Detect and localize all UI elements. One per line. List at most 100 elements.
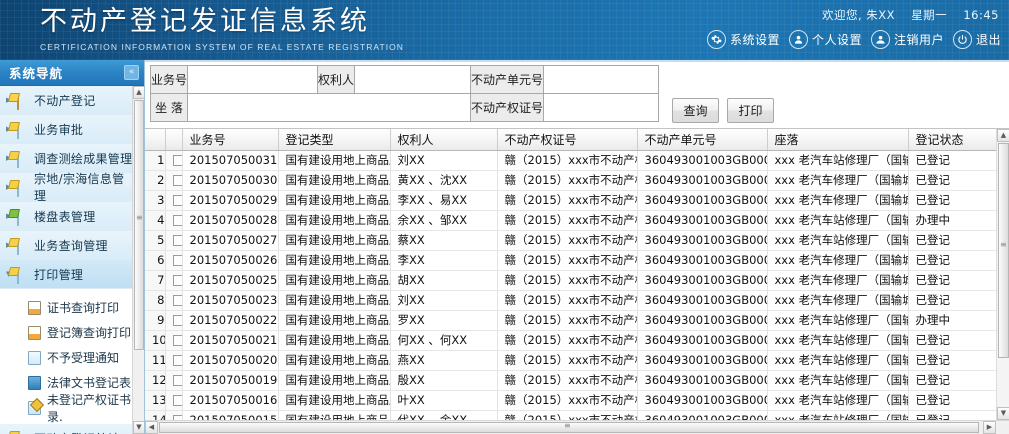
sidebar-item-business-approval[interactable]: ▶ 业务审批 bbox=[0, 115, 133, 144]
row-checkbox-cell[interactable] bbox=[165, 210, 183, 231]
row-checkbox-cell[interactable] bbox=[165, 310, 183, 331]
row-checkbox[interactable] bbox=[172, 235, 181, 246]
select-all-header[interactable] bbox=[165, 129, 183, 151]
column-header-cert-no[interactable]: 不动产权证号 bbox=[497, 129, 638, 151]
scroll-right-icon[interactable]: ▶ bbox=[983, 421, 996, 434]
estate-unit-no-input[interactable] bbox=[544, 66, 659, 93]
query-button[interactable]: 查询 bbox=[672, 98, 720, 123]
sidebar-scrollbar[interactable]: ▲ ▼ bbox=[132, 86, 144, 434]
sidebar-item-real-estate-registration[interactable]: ▶ 不动产登记 bbox=[0, 86, 133, 115]
column-header-reg-type[interactable]: 登记类型 bbox=[278, 129, 391, 151]
row-checkbox[interactable] bbox=[172, 175, 181, 186]
table-row[interactable]: 10 201507050021国有建设用地上商品房买...何XX 、何XX赣（20… bbox=[145, 330, 996, 351]
row-checkbox[interactable] bbox=[172, 215, 181, 226]
row-checkbox[interactable] bbox=[172, 375, 181, 386]
column-header-unit-no[interactable]: 不动产单元号 bbox=[637, 129, 768, 151]
scroll-up-icon[interactable]: ▲ bbox=[997, 129, 1009, 142]
sidebar-submenu-print-management: 证书查询打印 登记簿查询打印 不予受理通知 法律文书登记表 bbox=[0, 289, 133, 424]
welcome-row: 欢迎您, 朱XX 星期一 16:45 bbox=[822, 7, 999, 23]
row-checkbox-cell[interactable] bbox=[165, 190, 183, 211]
cell-cert-no: 赣（2015）xxx市不动产权... bbox=[497, 290, 638, 311]
row-checkbox[interactable] bbox=[172, 355, 181, 366]
table-row[interactable]: 12 201507050019国有建设用地上商品房买...殷XX赣（2015）xx… bbox=[145, 370, 996, 391]
sidebar-item-print-management[interactable]: ▼ 打印管理 bbox=[0, 260, 133, 289]
row-checkbox[interactable] bbox=[172, 195, 181, 206]
row-checkbox-cell[interactable] bbox=[165, 370, 183, 391]
table-row[interactable]: 13 201507050016国有建设用地上商品房买...叶XX赣（2015）xx… bbox=[145, 390, 996, 411]
scroll-left-icon[interactable]: ◀ bbox=[145, 421, 158, 434]
folder-icon bbox=[17, 238, 31, 255]
location-input[interactable] bbox=[188, 94, 471, 121]
table-row[interactable]: 6 201507050026国有建设用地上商品房买...李XX赣（2015）xxx… bbox=[145, 250, 996, 271]
row-checkbox-cell[interactable] bbox=[165, 330, 183, 351]
sidebar-subitem-certificate-query-print[interactable]: 证书查询打印 bbox=[0, 295, 133, 320]
print-button[interactable]: 打印 bbox=[727, 98, 775, 123]
logout-user-button[interactable]: 注销用户 bbox=[870, 30, 944, 49]
sidebar-item-registration-statistics[interactable]: ▶ 不动产登记统计 bbox=[0, 424, 133, 434]
system-settings-button[interactable]: 系统设置 bbox=[706, 30, 780, 49]
sidebar-scrollbar-thumb[interactable] bbox=[134, 100, 144, 350]
personal-settings-button[interactable]: 个人设置 bbox=[788, 30, 862, 49]
column-header-rights-holder[interactable]: 权利人 bbox=[390, 129, 498, 151]
column-header-status[interactable]: 登记状态 bbox=[908, 129, 996, 151]
row-checkbox-cell[interactable] bbox=[165, 270, 183, 291]
sidebar-subitem-register-book-query-print[interactable]: 登记簿查询打印 bbox=[0, 320, 133, 345]
row-checkbox[interactable] bbox=[172, 255, 181, 266]
cell-cert-no: 赣（2015）xxx市不动产权... bbox=[497, 170, 638, 191]
sidebar-subitem-rejection-notice[interactable]: 不予受理通知 bbox=[0, 345, 133, 370]
cell-status: 已登记 bbox=[908, 150, 996, 171]
estate-cert-no-input[interactable] bbox=[544, 94, 659, 121]
sidebar-item-building-table[interactable]: ▶ 楼盘表管理 bbox=[0, 202, 133, 231]
column-header-business-no[interactable]: 业务号 bbox=[182, 129, 279, 151]
cell-unit-no: 360493001003GB00007F00... bbox=[637, 270, 768, 291]
table-row[interactable]: 4 201507050028国有建设用地上商品房买...余XX 、邹XX赣（201… bbox=[145, 210, 996, 231]
table-row[interactable]: 3 201507050029国有建设用地上商品房买...李XX 、易XX赣（201… bbox=[145, 190, 996, 211]
business-no-input[interactable] bbox=[188, 66, 318, 93]
grid-vscrollbar-thumb[interactable] bbox=[998, 143, 1009, 358]
collapse-sidebar-button[interactable]: « bbox=[124, 65, 139, 80]
row-checkbox-cell[interactable] bbox=[165, 170, 183, 191]
row-checkbox[interactable] bbox=[172, 295, 181, 306]
scroll-up-icon[interactable]: ▲ bbox=[133, 86, 144, 99]
row-checkbox[interactable] bbox=[172, 275, 181, 286]
table-row[interactable]: 5 201507050027国有建设用地上商品房买...蔡XX赣（2015）xxx… bbox=[145, 230, 996, 251]
row-checkbox-cell[interactable] bbox=[165, 350, 183, 371]
cell-rights-holder: 李XX bbox=[390, 250, 498, 271]
table-row[interactable]: 11 201507050020国有建设用地上商品房买...燕XX赣（2015）xx… bbox=[145, 350, 996, 371]
row-checkbox[interactable] bbox=[172, 335, 181, 346]
sidebar-item-business-query[interactable]: ▶ 业务查询管理 bbox=[0, 231, 133, 260]
sidebar-subitem-unregistered-cert-entry[interactable]: 未登记产权证书录. bbox=[0, 393, 133, 424]
rights-holder-input[interactable] bbox=[355, 66, 471, 93]
sidebar-item-survey-mapping-results[interactable]: ▶ 调查测绘成果管理 bbox=[0, 144, 133, 173]
exit-button[interactable]: 退出 bbox=[952, 30, 1001, 49]
table-row[interactable]: 9 201507050022国有建设用地上商品房买...罗XX赣（2015）xxx… bbox=[145, 310, 996, 331]
app-title: 不动产登记发证信息系统 bbox=[40, 6, 370, 37]
table-row[interactable]: 8 201507050023国有建设用地上商品房买...刘XX赣（2015）xxx… bbox=[145, 290, 996, 311]
sidebar-subitem-legal-document-register[interactable]: 法律文书登记表 bbox=[0, 370, 133, 395]
row-checkbox-cell[interactable] bbox=[165, 150, 183, 171]
grid-horizontal-scrollbar[interactable]: ◀ ▶ bbox=[145, 420, 1009, 434]
row-checkbox-cell[interactable] bbox=[165, 250, 183, 271]
cell-business-no: 201507050030 bbox=[182, 170, 279, 191]
table-row[interactable]: 7 201507050025国有建设用地上商品房买...胡XX赣（2015）xxx… bbox=[145, 270, 996, 291]
column-header-location[interactable]: 座落 bbox=[767, 129, 909, 151]
grid-hscrollbar-thumb[interactable] bbox=[159, 421, 979, 433]
row-checkbox[interactable] bbox=[172, 395, 181, 406]
row-index: 10 bbox=[145, 330, 166, 351]
row-checkbox[interactable] bbox=[172, 155, 181, 166]
row-checkbox[interactable] bbox=[172, 315, 181, 326]
book-icon bbox=[28, 375, 41, 390]
row-checkbox-cell[interactable] bbox=[165, 390, 183, 411]
cell-rights-holder: 何XX 、何XX bbox=[390, 330, 498, 351]
cell-status: 已登记 bbox=[908, 390, 996, 411]
table-row[interactable]: 1 201507050031国有建设用地上商品房买...刘XX赣（2015）xxx… bbox=[145, 150, 996, 171]
scroll-down-icon[interactable]: ▼ bbox=[133, 421, 144, 434]
grid-vertical-scrollbar[interactable]: ▲ ▼ bbox=[996, 129, 1009, 420]
certificate-icon bbox=[28, 325, 41, 340]
row-checkbox-cell[interactable] bbox=[165, 230, 183, 251]
table-row[interactable]: 2 201507050030国有建设用地上商品房买...黄XX 、沈XX赣（201… bbox=[145, 170, 996, 191]
sidebar-item-parcel-sea-info[interactable]: ▶ 宗地/宗海信息管理 bbox=[0, 172, 133, 203]
cell-reg-type: 国有建设用地上商品房买... bbox=[278, 330, 391, 351]
scroll-down-icon[interactable]: ▼ bbox=[997, 407, 1009, 420]
row-checkbox-cell[interactable] bbox=[165, 290, 183, 311]
